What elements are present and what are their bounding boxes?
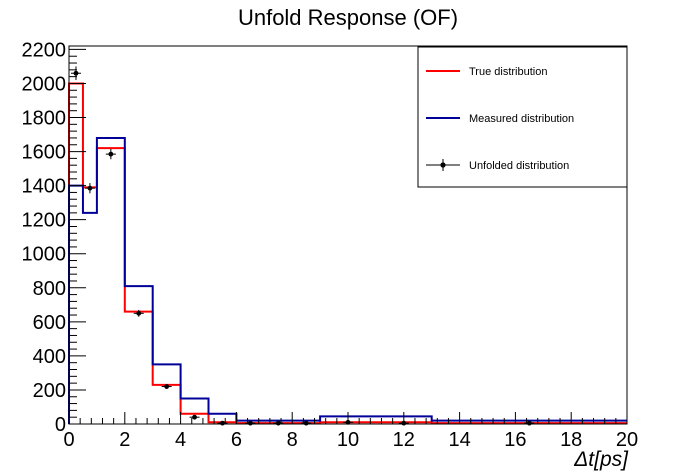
y-tick-label: 1200 xyxy=(22,210,67,232)
y-tick-label: 2200 xyxy=(22,39,67,61)
x-tick-label: 10 xyxy=(337,429,359,451)
x-axis-label: Δt[ps] xyxy=(573,448,629,471)
unfolded-point xyxy=(136,310,142,316)
legend-label: Measured distribution xyxy=(469,113,574,125)
legend-entry: Unfolded distribution xyxy=(426,159,569,172)
y-tick-label: 1800 xyxy=(22,108,67,130)
x-tick-label: 2 xyxy=(119,429,130,451)
y-tick-label: 200 xyxy=(33,380,66,402)
plot-area xyxy=(68,66,627,426)
legend-label: True distribution xyxy=(469,66,547,78)
unfolded-point xyxy=(108,151,114,157)
x-tick-label: 20 xyxy=(616,429,638,451)
y-tick-label: 400 xyxy=(33,346,66,368)
y-tick-label: 1000 xyxy=(22,244,67,266)
unfolded-point xyxy=(275,420,281,426)
unfolded-point xyxy=(526,420,532,426)
x-tick-label: 8 xyxy=(287,429,298,451)
y-tick-label: 600 xyxy=(33,312,66,334)
unfolded-point xyxy=(192,414,197,420)
unfolded-point xyxy=(303,420,309,426)
x-tick-label: 4 xyxy=(175,429,186,451)
x-tick-label: 14 xyxy=(448,429,470,451)
legend-label: Unfolded distribution xyxy=(469,160,569,172)
x-tick-label: 18 xyxy=(560,429,582,451)
unfolded-point xyxy=(73,70,79,76)
histogram-true-distribution xyxy=(68,82,627,425)
x-tick-label: 12 xyxy=(393,429,415,451)
y-tick-label: 1600 xyxy=(22,142,67,164)
x-tick-label: 0 xyxy=(63,429,74,451)
y-tick-label: 0 xyxy=(55,414,66,436)
unfolded-point xyxy=(247,420,253,426)
legend-swatch-marker xyxy=(440,162,446,168)
y-tick-label: 1400 xyxy=(22,176,67,198)
unfolded-point xyxy=(87,185,93,191)
unfolded-point xyxy=(164,384,170,389)
legend: True distribution Measured distribution Un… xyxy=(417,46,628,188)
chart-title: Unfold Response (OF) xyxy=(238,5,458,30)
unfolded-point xyxy=(220,420,225,426)
y-tick-label: 2000 xyxy=(22,73,67,95)
y-tick-label: 800 xyxy=(33,278,66,300)
axes: 0 2 4 6 8 10 12 14 16 18 2002004006008001000120014… xyxy=(22,39,639,451)
x-tick-label: 6 xyxy=(231,429,242,451)
histogram-measured-distribution xyxy=(68,136,627,424)
legend-entry: True distribution xyxy=(426,66,547,78)
x-tick-label: 16 xyxy=(504,429,526,451)
legend-entry: Measured distribution xyxy=(426,113,574,125)
